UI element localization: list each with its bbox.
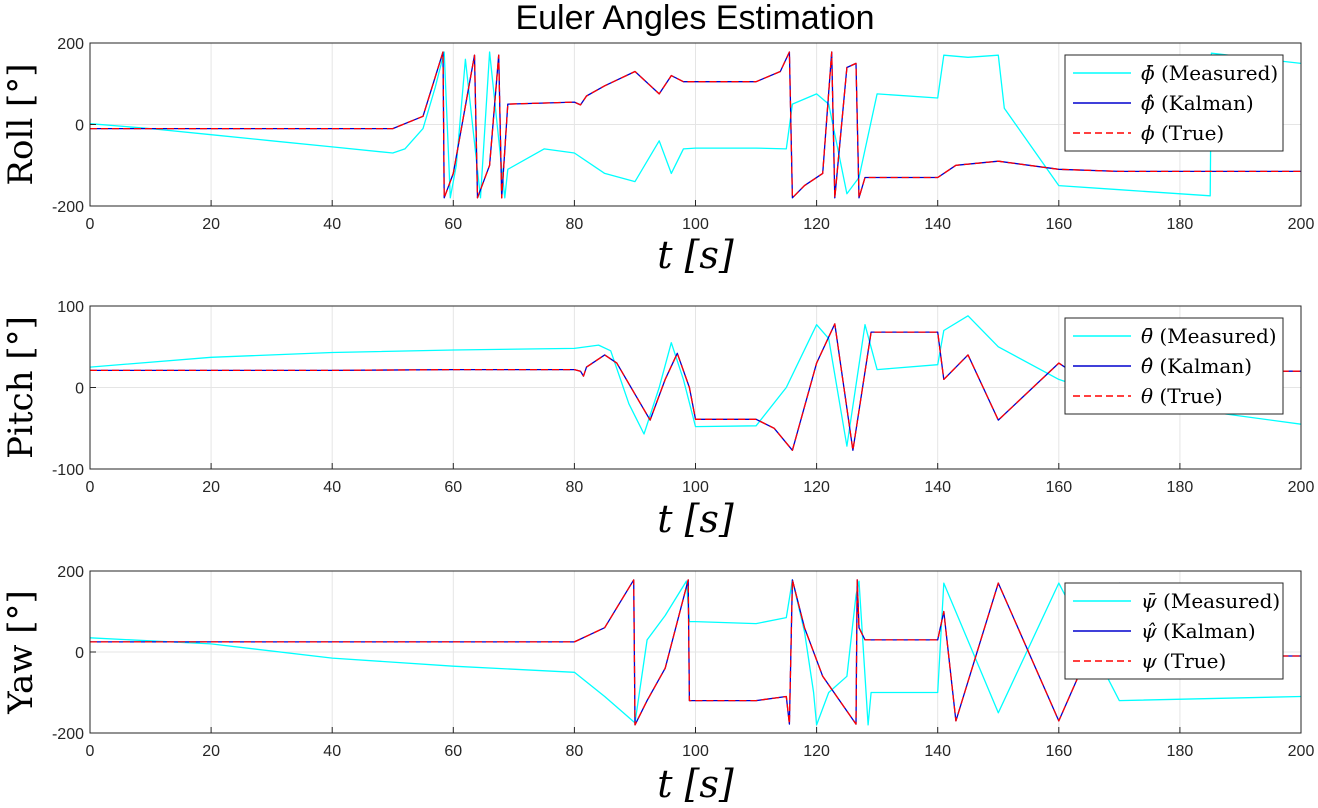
x-tick-label: 80 (566, 743, 584, 760)
series-line-measured (90, 315, 1301, 447)
series-group (90, 315, 1301, 451)
x-tick-label: 40 (323, 216, 341, 233)
x-tick-label: 100 (682, 479, 709, 496)
x-tick-label: 120 (803, 216, 830, 233)
x-tick-label: 200 (1288, 743, 1315, 760)
x-tick-label: 120 (803, 743, 830, 760)
x-tick-label: 120 (803, 479, 830, 496)
x-tick-label: 20 (202, 743, 220, 760)
y-tick-label: -200 (52, 199, 84, 216)
legend-label-measured: ϕ̄ (Measured) (1141, 61, 1278, 85)
y-tick-label: 0 (75, 118, 84, 135)
x-tick-label: 160 (1045, 216, 1072, 233)
legend: ϕ̄ (Measured) ϕ̂ (Kalman) ϕ (True) (1064, 54, 1284, 152)
series-line-true (90, 323, 1301, 451)
y-tick-label: 200 (57, 564, 84, 581)
y-tick-label: 200 (57, 36, 84, 53)
legend-label-true: θ (True) (1141, 384, 1223, 408)
x-tick-label: 60 (444, 479, 462, 496)
y-tick-label: -100 (52, 462, 84, 479)
y-tick-label: -200 (52, 726, 84, 743)
x-tick-label: 180 (1167, 216, 1194, 233)
figure-title: Euler Angles Estimation (515, 0, 874, 37)
legend-label-kalman: ψ̂ (Kalman) (1141, 619, 1256, 643)
legend-box (1064, 54, 1284, 152)
x-tick-label: 20 (202, 479, 220, 496)
x-tick-label: 200 (1288, 216, 1315, 233)
series-line-true (90, 579, 1301, 726)
x-tick-label: 0 (86, 216, 95, 233)
legend-label-measured: ψ̄ (Measured) (1141, 589, 1280, 613)
x-tick-label: 0 (86, 479, 95, 496)
x-tick-label: 100 (682, 216, 709, 233)
legend: ψ̄ (Measured) ψ̂ (Kalman) ψ (True) (1064, 582, 1284, 680)
x-tick-label: 60 (444, 743, 462, 760)
x-axis-label: t [s] (657, 497, 734, 541)
x-tick-label: 60 (444, 216, 462, 233)
series-line-measured (90, 579, 1301, 726)
x-tick-label: 180 (1167, 743, 1194, 760)
y-axis-label: Yaw [°] (1, 590, 41, 715)
legend-label-kalman: ϕ̂ (Kalman) (1141, 91, 1254, 115)
y-tick-label: 100 (57, 299, 84, 316)
series-group (90, 51, 1301, 199)
legend-label-true: ϕ (True) (1141, 121, 1224, 145)
legend: θ̄ (Measured) θ̂ (Kalman) θ (True) (1064, 317, 1284, 415)
x-tick-label: 160 (1045, 743, 1072, 760)
x-tick-label: 100 (682, 743, 709, 760)
x-axis-label: t [s] (657, 233, 734, 277)
x-tick-label: 200 (1288, 479, 1315, 496)
x-tick-label: 20 (202, 216, 220, 233)
x-tick-label: 140 (924, 743, 951, 760)
legend-label-measured: θ̄ (Measured) (1141, 324, 1277, 348)
x-tick-label: 80 (566, 216, 584, 233)
x-tick-label: 140 (924, 216, 951, 233)
legend-label-kalman: θ̂ (Kalman) (1141, 354, 1252, 378)
y-axis-label: Pitch [°] (1, 316, 41, 459)
series-line-measured (90, 51, 1301, 199)
series-line-true (90, 51, 1301, 199)
series-group (90, 579, 1301, 726)
x-tick-label: 140 (924, 479, 951, 496)
x-tick-label: 180 (1167, 479, 1194, 496)
x-tick-label: 40 (323, 743, 341, 760)
x-tick-label: 0 (86, 743, 95, 760)
x-tick-label: 80 (566, 479, 584, 496)
y-axis-label: Roll [°] (1, 63, 41, 185)
legend-label-true: ψ (True) (1141, 649, 1226, 673)
y-tick-label: 0 (75, 645, 84, 662)
x-tick-label: 160 (1045, 479, 1072, 496)
x-axis-label: t [s] (657, 762, 734, 806)
y-tick-label: 0 (75, 381, 84, 398)
x-tick-label: 40 (323, 479, 341, 496)
